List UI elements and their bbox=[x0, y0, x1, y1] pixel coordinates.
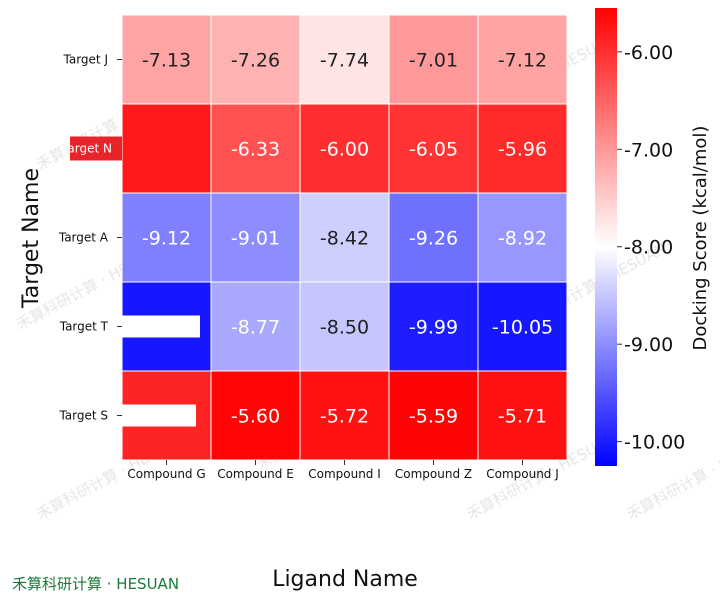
cell-value-label: -9.01 bbox=[231, 228, 280, 250]
x-tick-label: Compound I bbox=[308, 467, 381, 481]
cell-value-label: -5.96 bbox=[498, 139, 547, 161]
cell-value-label: -10.05 bbox=[492, 317, 553, 339]
colorbar-tick-label: -7.00 bbox=[624, 139, 673, 161]
heatmap-cell bbox=[121, 103, 212, 194]
cell-value-label: -5.71 bbox=[498, 406, 547, 428]
x-tick-label: Compound Z bbox=[395, 467, 472, 481]
cell-value-label: -8.77 bbox=[231, 317, 280, 339]
heatmap-cell bbox=[210, 103, 301, 194]
y-tick-label: Target N bbox=[61, 142, 112, 156]
heatmap-cell bbox=[210, 281, 301, 372]
y-axis-label: Target Name bbox=[19, 168, 44, 309]
heatmap-cell bbox=[299, 370, 390, 461]
y-tick-label: Target A bbox=[58, 231, 109, 245]
cell-value-label: -9.12 bbox=[142, 228, 191, 250]
brand-logo-text: 禾算科研计算 · HESUAN bbox=[12, 575, 180, 593]
cell-value-label: -8.92 bbox=[498, 228, 547, 250]
x-tick-label: Compound J bbox=[486, 467, 559, 481]
y-tick-label: Target T bbox=[59, 320, 109, 334]
heatmap-cell bbox=[388, 281, 479, 372]
heatmap-cell bbox=[477, 14, 568, 105]
cell-value-label: -7.13 bbox=[142, 50, 191, 72]
y-tick-label: Target J bbox=[63, 53, 108, 67]
cell-value-label: -5.59 bbox=[409, 406, 458, 428]
cell-value-label: -7.12 bbox=[498, 50, 547, 72]
heatmap-cell bbox=[388, 370, 479, 461]
cell-overlay-artifact bbox=[122, 404, 196, 427]
cell-value-label: -6.00 bbox=[320, 139, 369, 161]
heatmap-cell bbox=[299, 14, 390, 105]
heatmap-cell bbox=[299, 281, 390, 372]
colorbar-tick-label: -10.00 bbox=[624, 432, 685, 454]
y-tick-highlight bbox=[70, 136, 122, 161]
colorbar-tick-label: -8.00 bbox=[624, 237, 673, 259]
heatmap-cell bbox=[477, 103, 568, 194]
cell-value-label: -8.42 bbox=[320, 228, 369, 250]
colorbar bbox=[595, 8, 617, 466]
cell-value-label: -9.99 bbox=[409, 317, 458, 339]
x-axis-label: Ligand Name bbox=[272, 567, 418, 592]
cell-value-label: -8.50 bbox=[320, 317, 369, 339]
cell-value-label: -7.26 bbox=[231, 50, 280, 72]
colorbar-label: Docking Score (kcal/mol) bbox=[690, 126, 711, 351]
cell-value-label: -7.74 bbox=[320, 50, 369, 72]
cell-value-label: -6.05 bbox=[409, 139, 458, 161]
x-tick-label: Compound E bbox=[217, 467, 294, 481]
heatmap-cell bbox=[388, 192, 479, 283]
cell-value-label: -9.26 bbox=[409, 228, 458, 250]
heatmap-cell bbox=[477, 281, 568, 372]
cell-value-label: -5.72 bbox=[320, 406, 369, 428]
x-tick-label: Compound G bbox=[127, 467, 205, 481]
colorbar-tick-label: -6.00 bbox=[624, 42, 673, 64]
heatmap-cell bbox=[299, 192, 390, 283]
cell-overlay-artifact bbox=[122, 315, 200, 338]
cell-value-label: -7.01 bbox=[409, 50, 458, 72]
heatmap-cell bbox=[388, 14, 479, 105]
cell-value-label: -6.33 bbox=[231, 139, 280, 161]
y-tick-label: Target S bbox=[58, 409, 108, 423]
heatmap-cell bbox=[477, 192, 568, 283]
cell-value-label: -5.60 bbox=[231, 406, 280, 428]
heatmap-cell bbox=[210, 370, 301, 461]
heatmap-cell bbox=[121, 192, 212, 283]
colorbar-tick-label: -9.00 bbox=[624, 334, 673, 356]
heatmap-cell bbox=[388, 103, 479, 194]
